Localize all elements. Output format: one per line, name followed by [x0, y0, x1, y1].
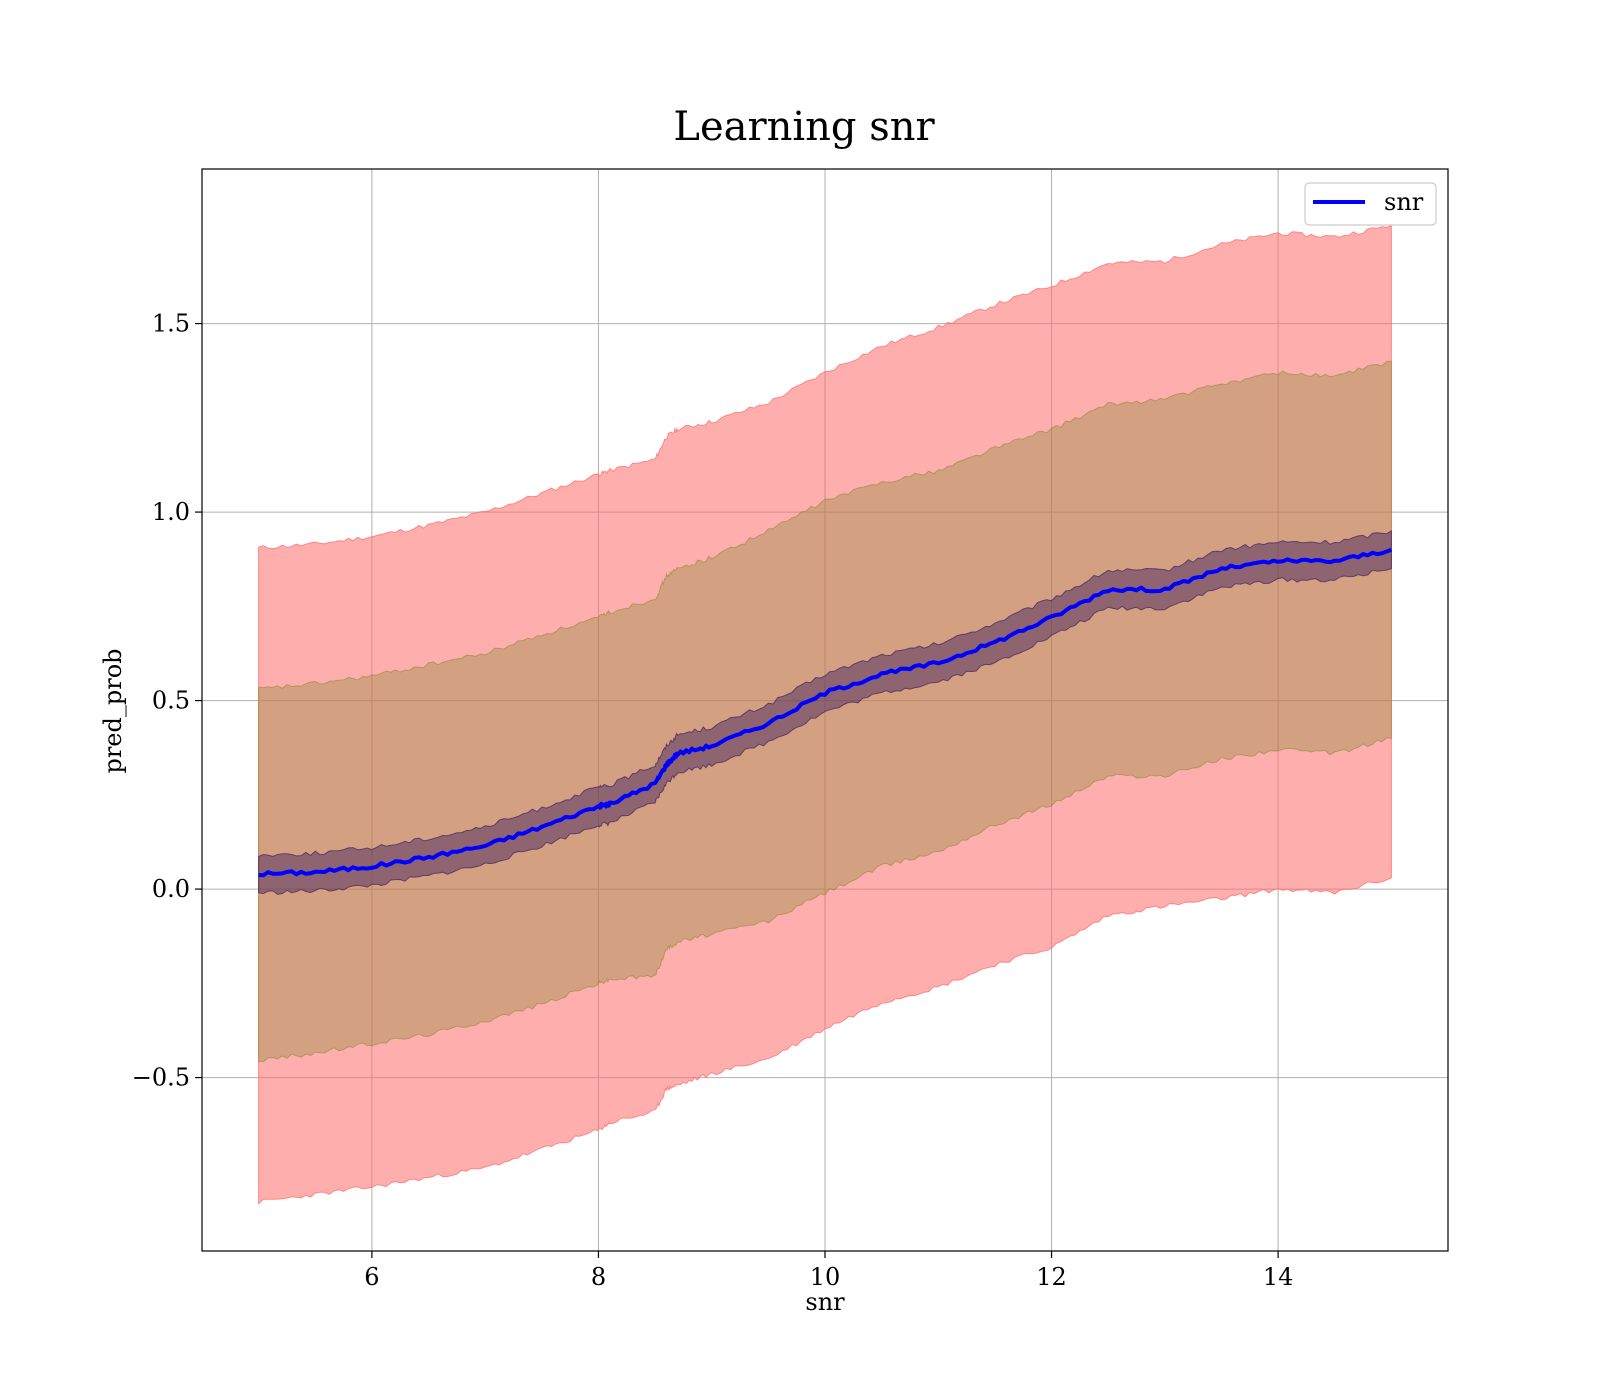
- legend-box: [1304, 182, 1437, 226]
- y-tick-label: 1.5: [152, 310, 190, 338]
- x-tick-label: 10: [810, 1263, 841, 1291]
- y-tick-label: 1.0: [152, 498, 190, 526]
- legend-label-snr: snr: [1384, 188, 1424, 216]
- band-0: [258, 224, 1392, 1205]
- x-axis-ticks: 6 8 10 12 14: [364, 1251, 1293, 1291]
- series-line-snr: [258, 547, 1393, 878]
- x-tick-label: 12: [1036, 1263, 1067, 1291]
- x-tick-label: 14: [1263, 1263, 1294, 1291]
- x-axis-label: snr: [805, 1288, 845, 1316]
- confidence-bands: [258, 224, 1392, 1205]
- y-axis-label: pred_prob: [99, 648, 127, 773]
- y-tick-label: 0.5: [152, 687, 190, 715]
- y-tick-label: −0.5: [132, 1064, 190, 1092]
- legend: snr: [1304, 182, 1437, 226]
- x-tick-label: 6: [364, 1263, 379, 1291]
- y-axis-ticks: −0.5 0.0 0.5 1.0 1.5: [132, 310, 202, 1092]
- band-2: [258, 530, 1392, 895]
- chart-title: Learning snr: [673, 104, 935, 150]
- y-tick-label: 0.0: [152, 875, 190, 903]
- x-tick-label: 8: [591, 1263, 606, 1291]
- series-lines: [258, 547, 1393, 878]
